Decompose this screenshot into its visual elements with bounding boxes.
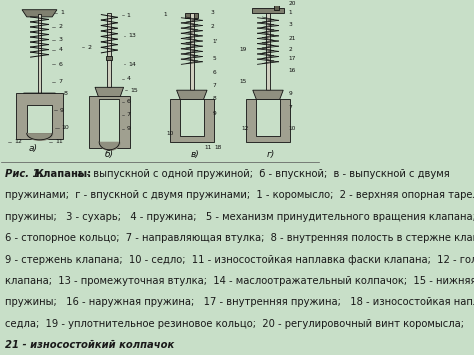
FancyBboxPatch shape <box>180 99 204 136</box>
Text: 2: 2 <box>211 24 215 29</box>
Bar <box>266 12 270 90</box>
Text: 1: 1 <box>163 11 167 17</box>
Text: 7: 7 <box>127 112 131 117</box>
Text: 6: 6 <box>212 70 216 75</box>
Text: г): г) <box>267 150 275 159</box>
Text: пружины;   16 - наружная пружина;   17 - внутренняя пружина;   18 - износостойка: пружины; 16 - наружная пружина; 17 - вну… <box>5 297 474 307</box>
Text: 20: 20 <box>289 1 296 6</box>
Polygon shape <box>24 93 55 105</box>
Text: 9: 9 <box>127 126 131 131</box>
Text: 13: 13 <box>128 33 136 38</box>
Text: 3: 3 <box>289 22 292 27</box>
FancyBboxPatch shape <box>246 99 290 142</box>
FancyBboxPatch shape <box>99 99 119 142</box>
Text: 9 - стержень клапана;  10 - седло;  11 - износостойкая наплавка фаски клапана;  : 9 - стержень клапана; 10 - седло; 11 - и… <box>5 255 474 264</box>
Text: Рис. 1.: Рис. 1. <box>5 169 43 179</box>
Bar <box>108 12 111 87</box>
Text: 16: 16 <box>289 67 296 72</box>
Polygon shape <box>22 10 57 17</box>
Text: 3: 3 <box>58 37 63 42</box>
Text: 7: 7 <box>212 83 216 88</box>
Text: седла;  19 - уплотнительное резиновое кольцо;  20 - регулировочный винт коромысл: седла; 19 - уплотнительное резиновое кол… <box>5 319 464 329</box>
Text: 9: 9 <box>289 91 292 95</box>
Text: 7: 7 <box>289 105 292 110</box>
Text: в): в) <box>191 150 200 159</box>
Text: 8: 8 <box>212 96 216 101</box>
Text: 2: 2 <box>289 48 292 53</box>
Text: 12: 12 <box>14 140 22 144</box>
Text: 4: 4 <box>127 76 131 81</box>
Text: а - выпускной с одной пружиной;  б - впускной;  в - выпускной с двумя: а - выпускной с одной пружиной; б - впус… <box>71 169 450 179</box>
Polygon shape <box>177 90 207 102</box>
Text: 10: 10 <box>166 131 174 136</box>
FancyBboxPatch shape <box>16 93 64 139</box>
Text: 2: 2 <box>87 45 91 50</box>
Text: 14: 14 <box>128 62 136 67</box>
Text: 8: 8 <box>64 91 67 95</box>
Text: 12: 12 <box>241 126 248 131</box>
Bar <box>37 14 41 93</box>
Text: 18: 18 <box>214 145 221 150</box>
Text: 3: 3 <box>211 10 215 15</box>
Text: клапана;  13 - промежуточная втулка;  14 - маслоотражательный колпачок;  15 - ни: клапана; 13 - промежуточная втулка; 14 -… <box>5 276 474 286</box>
Text: 2: 2 <box>58 24 63 29</box>
Text: 6: 6 <box>127 99 131 104</box>
Polygon shape <box>253 90 283 102</box>
FancyBboxPatch shape <box>27 105 52 133</box>
FancyBboxPatch shape <box>89 96 130 148</box>
Text: 17: 17 <box>289 56 296 61</box>
Text: 1: 1 <box>127 13 131 18</box>
Text: а): а) <box>28 144 37 153</box>
Text: 1: 1 <box>60 10 64 15</box>
Text: 15: 15 <box>239 79 247 84</box>
Text: 21: 21 <box>289 36 296 41</box>
Text: 11: 11 <box>55 140 63 144</box>
Text: 1': 1' <box>212 39 218 44</box>
Text: 6 - стопорное кольцо;  7 - направляющая втулка;  8 - внутренняя полость в стержн: 6 - стопорное кольцо; 7 - направляющая в… <box>5 233 474 243</box>
Bar <box>274 3 279 10</box>
Bar <box>185 13 198 18</box>
Polygon shape <box>95 87 124 99</box>
Text: 6: 6 <box>58 62 63 67</box>
Text: 9: 9 <box>60 108 64 113</box>
Text: пружинами;  г - впускной с двумя пружинами;  1 - коромысло;  2 - верхняя опорная: пружинами; г - впускной с двумя пружинам… <box>5 190 474 200</box>
Text: 11: 11 <box>204 145 212 150</box>
Text: 7: 7 <box>58 79 63 84</box>
Text: 1: 1 <box>289 10 292 15</box>
Text: 10: 10 <box>289 126 296 131</box>
Bar <box>106 56 112 60</box>
Text: 9: 9 <box>212 111 216 116</box>
FancyBboxPatch shape <box>170 99 214 142</box>
Text: б): б) <box>105 150 114 159</box>
Text: 19: 19 <box>239 48 247 53</box>
Text: 21 - износостойкий колпачок: 21 - износостойкий колпачок <box>5 340 174 350</box>
Text: пружины;   3 - сухарь;   4 - пружина;   5 - механизм принудительного вращения кл: пружины; 3 - сухарь; 4 - пружина; 5 - ме… <box>5 212 474 222</box>
Text: 15: 15 <box>130 88 137 93</box>
Text: 5: 5 <box>212 56 216 61</box>
Text: 10: 10 <box>62 125 70 130</box>
FancyBboxPatch shape <box>256 99 280 136</box>
Bar <box>252 8 284 12</box>
Bar <box>190 12 194 90</box>
Text: 4: 4 <box>58 48 63 53</box>
Text: Клапаны:: Клапаны: <box>35 169 91 179</box>
